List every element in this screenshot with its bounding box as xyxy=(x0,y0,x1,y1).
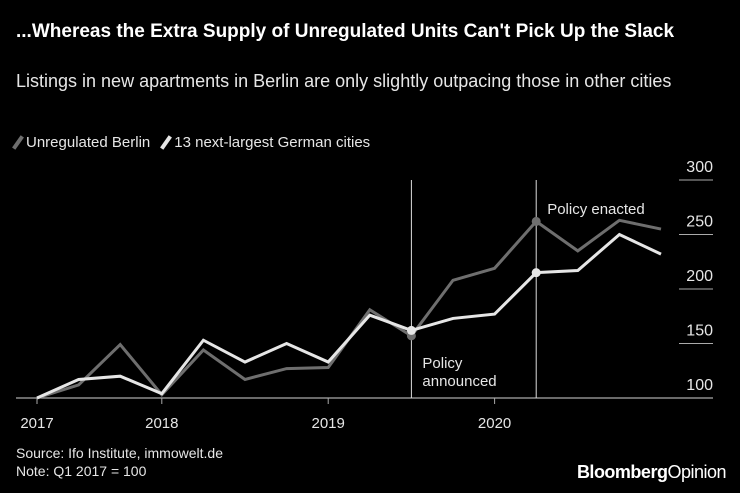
chart-subtitle: Listings in new apartments in Berlin are… xyxy=(16,71,672,91)
legend-label: Unregulated Berlin xyxy=(26,134,151,151)
logo-light: Opinion xyxy=(667,462,726,482)
data-point xyxy=(531,268,541,278)
series-line-cities xyxy=(36,232,662,400)
x-tick-label: 2019 xyxy=(312,415,345,432)
source-note: Source: Ifo Institute, immowelt.de xyxy=(16,445,223,461)
legend-item-berlin: Unregulated Berlin xyxy=(12,134,151,151)
data-point xyxy=(406,325,416,335)
y-tick-label: 200 xyxy=(686,268,713,285)
annotation-label: Policy enacted xyxy=(547,201,645,218)
legend: Unregulated Berlin 13 next-largest Germa… xyxy=(12,134,371,151)
x-tick-label: 2018 xyxy=(145,415,178,432)
bloomberg-opinion-logo: BloombergOpinion xyxy=(576,462,727,483)
y-tick-label: 100 xyxy=(686,377,713,394)
logo-bold: Bloomberg xyxy=(576,462,668,482)
annotation-label: announced xyxy=(422,373,496,390)
data-point xyxy=(531,216,541,226)
legend-item-cities: 13 next-largest German cities xyxy=(160,134,371,151)
y-tick-label: 150 xyxy=(686,323,713,340)
x-tick-label: 2017 xyxy=(20,415,53,432)
annotation-label: Policy xyxy=(422,355,463,372)
y-tick-label: 300 xyxy=(686,159,713,176)
chart-title: ...Whereas the Extra Supply of Unregulat… xyxy=(16,21,675,42)
series-line-berlin xyxy=(36,218,662,400)
base-note: Note: Q1 2017 = 100 xyxy=(16,463,147,479)
x-tick-label: 2020 xyxy=(478,415,511,432)
y-tick-label: 250 xyxy=(686,214,713,231)
legend-label: 13 next-largest German cities xyxy=(174,134,371,151)
